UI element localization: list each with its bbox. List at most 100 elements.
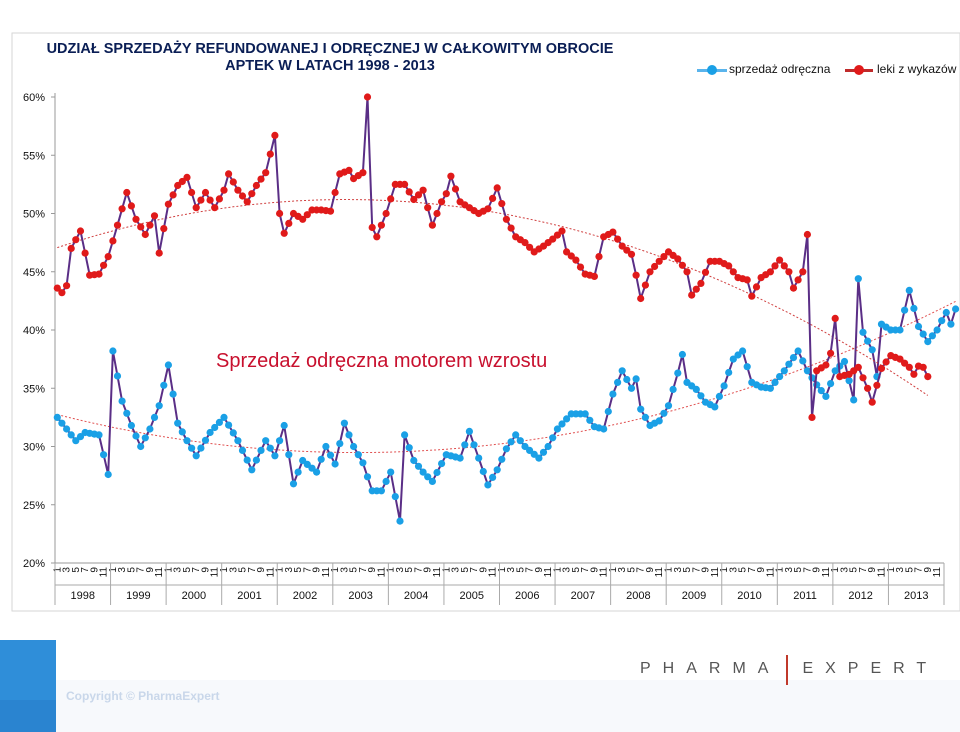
month-tick-label: 1 [386,567,397,573]
month-tick-label: 11 [821,567,832,578]
data-point-otc [827,380,835,388]
month-tick-label: 3 [784,567,795,573]
data-point-rx [697,279,705,287]
data-point-rx [442,190,450,198]
data-point-rx [632,271,640,279]
data-point-otc [289,480,298,488]
brand-separator [786,655,788,685]
month-tick-label: 5 [738,567,749,573]
data-point-rx [521,239,529,247]
data-point-rx [637,294,645,303]
month-tick-label: 7 [247,567,258,573]
month-tick-label: 11 [710,567,721,578]
data-point-rx [248,190,256,198]
data-point-otc [53,413,61,421]
data-point-otc [512,431,520,439]
data-point-otc [544,442,552,451]
data-point-otc [424,473,432,481]
data-point-otc [641,413,650,421]
data-point-rx [688,291,696,299]
data-point-otc [864,337,872,345]
data-point-rx [424,204,432,212]
y-tick-label: 30% [23,442,45,454]
data-point-otc [276,437,284,445]
data-point-otc [637,405,645,413]
chart-title: UDZIAŁ SPRZEDAŻY REFUNDOWANEJ I ODRĘCZNE… [30,41,630,75]
month-tick-label: 7 [858,567,869,573]
y-tick-label: 50% [23,209,45,221]
month-tick-label: 1 [552,567,563,573]
brand-logo: PHARMA EXPERT [640,660,938,678]
data-point-rx [81,249,89,257]
data-point-otc [132,432,140,440]
data-point-rx [118,205,126,213]
month-tick-label: 3 [284,567,295,573]
data-point-rx [243,198,251,206]
data-point-otc [627,384,636,392]
data-point-otc [340,419,348,427]
month-tick-label: 7 [469,567,480,573]
data-point-rx [368,223,376,232]
data-point-otc [150,413,159,421]
month-tick-label: 9 [478,567,489,573]
data-point-otc [822,392,830,400]
data-point-otc [58,419,66,427]
trend-line-otc [57,300,956,453]
month-tick-label: 3 [62,567,73,573]
data-point-otc [215,418,223,426]
data-point-rx [285,219,293,227]
month-tick-label: 5 [182,567,193,573]
data-point-rx [137,223,145,231]
data-point-otc [313,468,321,476]
data-point-rx [252,181,260,190]
data-point-rx [808,413,816,421]
data-point-rx [590,272,599,280]
month-tick-label: 1 [719,567,730,573]
data-point-otc [928,332,937,340]
data-point-rx [266,150,274,158]
data-point-otc [896,326,904,334]
data-point-otc [359,459,367,467]
data-point-rx [123,188,131,197]
data-point-rx [234,186,242,194]
data-point-otc [484,481,492,489]
data-point-rx [414,191,423,199]
data-point-rx [692,285,700,293]
data-point-otc [401,431,409,439]
data-point-rx [164,200,172,208]
month-tick-label: 9 [701,567,712,573]
year-label: 2007 [571,590,595,602]
data-point-rx [387,195,395,203]
data-point-otc [952,305,960,313]
data-point-otc [776,373,784,381]
data-point-otc [118,397,126,405]
data-point-otc [109,347,117,355]
month-tick-label: 5 [904,567,915,573]
month-tick-label: 7 [525,567,536,573]
y-tick-label: 55% [23,150,45,162]
data-point-rx [799,268,807,276]
data-point-otc [229,429,237,437]
copyright-text: Copyright © PharmaExpert [66,689,220,703]
data-point-rx [896,355,904,363]
data-point-otc [271,452,279,460]
data-point-rx [683,268,691,276]
data-point-otc [183,437,191,445]
data-point-rx [127,202,135,210]
data-point-otc [197,444,205,452]
month-tick-label: 1 [608,567,619,573]
month-tick-label: 11 [876,567,887,578]
data-point-otc [817,387,825,395]
month-tick-label: 1 [830,567,841,573]
data-point-rx [674,255,682,263]
data-point-otc [674,369,682,377]
data-point-rx [701,268,710,276]
data-point-otc [141,434,149,442]
data-point-rx [225,170,233,178]
month-tick-label: 11 [932,567,943,578]
month-tick-label: 5 [238,567,249,573]
data-point-otc [137,442,145,451]
data-point-otc [502,445,510,453]
month-tick-label: 7 [80,567,91,573]
data-point-otc [178,428,186,436]
